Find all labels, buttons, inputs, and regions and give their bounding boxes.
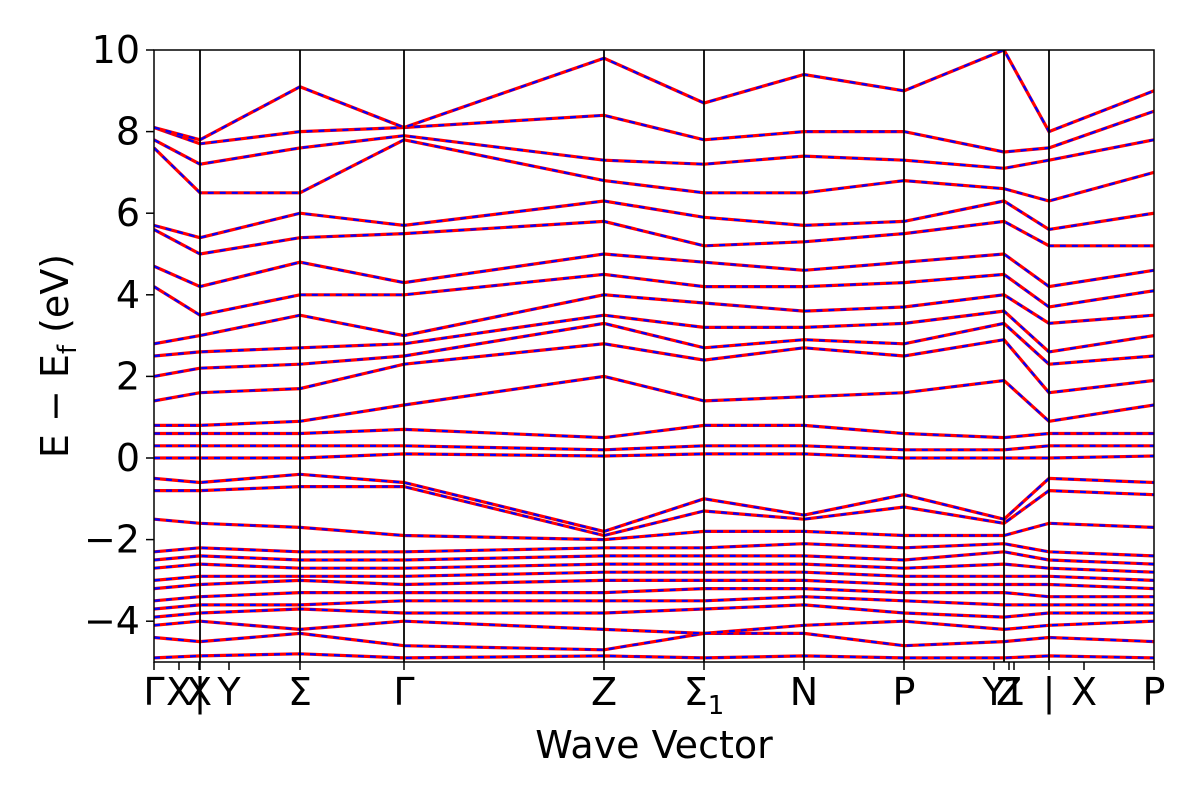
- x-tick-label: P: [1143, 670, 1166, 714]
- x-tick-label: Γ: [393, 670, 414, 714]
- band-line-blue-dashed: [154, 571, 1154, 582]
- band-line-blue-dashed: [154, 452, 1154, 460]
- x-tick-label: Y: [216, 670, 241, 714]
- band-line-blue-dashed: [154, 138, 1154, 203]
- y-tick-label: 8: [116, 110, 140, 154]
- band-line-blue-dashed: [154, 595, 1154, 611]
- x-tick-label: X: [186, 670, 212, 714]
- x-tick-label: Σ1: [684, 670, 725, 721]
- y-axis-label: E − Ef (eV): [33, 254, 83, 458]
- band-line-blue-dashed: [154, 518, 1154, 541]
- x-tick-label: |: [194, 670, 207, 715]
- y-tick-label: 4: [116, 273, 140, 317]
- band-line-blue-dashed: [154, 485, 1154, 537]
- band-line-blue-dashed: [154, 199, 1154, 239]
- band-line-blue-dashed: [154, 579, 1154, 590]
- x-tick-label: |: [1043, 670, 1056, 715]
- y-axis-label-subscript: f: [53, 344, 83, 354]
- axes-frame: [153, 49, 1155, 663]
- band-line-blue-dashed: [154, 562, 1154, 574]
- y-tick-label: 0: [116, 436, 140, 480]
- band-line-blue-dashed: [154, 620, 1154, 635]
- y-tick-label: −4: [84, 599, 140, 643]
- band-line-blue-dashed: [154, 473, 1154, 533]
- y-tick-label: 10: [92, 28, 140, 72]
- band-line-blue-dashed: [154, 652, 1154, 660]
- y-tick-label: 2: [116, 354, 140, 398]
- x-axis-ticks: Γ XX| Y Σ Γ Z Σ1 N P YZ1 | X P: [143, 662, 1165, 721]
- band-line-blue-dashed: [154, 587, 1154, 602]
- x-tick-label: N: [790, 670, 818, 714]
- band-line-blue-dashed: [154, 273, 1154, 317]
- y-axis-label-unit: (eV): [33, 254, 77, 345]
- y-axis-label-main: E − E: [33, 354, 77, 458]
- band-line-blue-dashed: [154, 252, 1154, 288]
- band-line-blue-dashed: [154, 542, 1154, 557]
- x-tick-label: Γ: [143, 670, 164, 714]
- band-line-blue-dashed: [154, 293, 1154, 345]
- x-tick-label: Y: [981, 670, 1006, 714]
- x-tick-label: P: [893, 670, 916, 714]
- x-tick-label: Σ: [288, 670, 312, 714]
- x-tick-label: Z: [591, 670, 617, 714]
- x-tick-label: X: [1071, 670, 1097, 714]
- x-axis-label: Wave Vector: [535, 723, 773, 767]
- band-line-blue-dashed: [154, 424, 1154, 439]
- high-symmetry-lines: [199, 50, 1050, 662]
- y-axis-ticks: −4 −2 0 2 4 6 8 10: [84, 28, 154, 643]
- x-tick-label-subscript: 1: [708, 691, 725, 721]
- x-tick-label: X: [166, 670, 192, 714]
- band-line-blue-dashed: [154, 550, 1154, 566]
- y-tick-label: 6: [116, 191, 140, 235]
- x-tick-label: Z: [996, 670, 1022, 714]
- band-line-blue-dashed: [154, 444, 1154, 451]
- band-line-blue-dashed: [154, 220, 1154, 256]
- band-line-blue-dashed: [154, 603, 1154, 619]
- x-tick-label: 1: [1002, 670, 1026, 714]
- y-tick-label: −2: [84, 518, 140, 562]
